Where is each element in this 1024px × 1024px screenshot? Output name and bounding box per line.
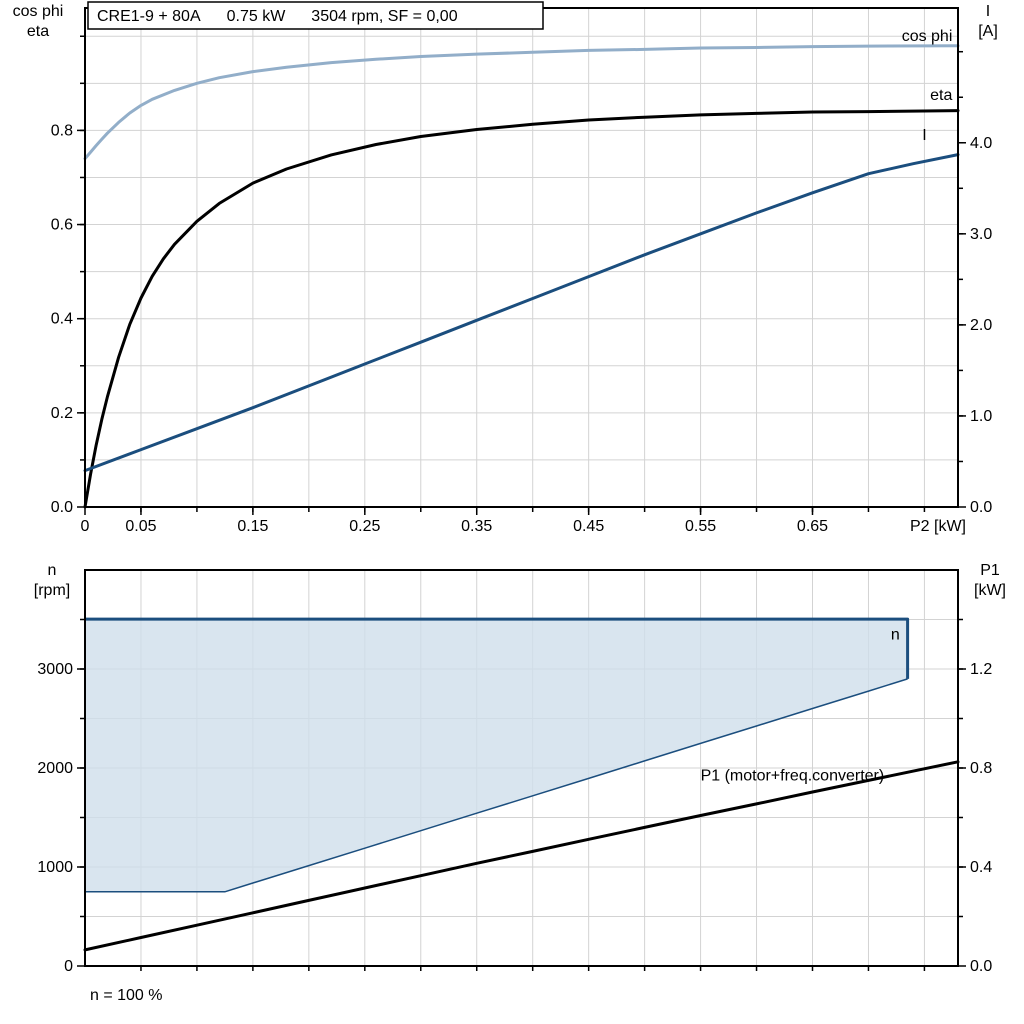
region-lower-boundary <box>85 678 908 893</box>
right-tick-label: 0.0 <box>970 499 992 516</box>
x-tick-label: 0.35 <box>461 518 492 535</box>
chart-title: CRE1-9 + 80A 0.75 kW 3504 rpm, SF = 0,00 <box>97 8 458 25</box>
left-tick-label: 1000 <box>37 859 73 876</box>
right-tick-label: 1.0 <box>970 408 992 425</box>
bottom-chart-speed-p1: n P1 (motor+freq.converter) 0 1000 2000 3000 0… <box>34 562 1006 1004</box>
footnote: n = 100 % <box>90 987 163 1004</box>
left-tick-label: 3000 <box>37 661 73 678</box>
gridlines <box>85 8 958 507</box>
x-tick-label: 0.65 <box>797 518 828 535</box>
chart-title-box <box>87 1 544 30</box>
right-axis-title: [kW] <box>974 582 1006 599</box>
series-label: I <box>922 127 926 144</box>
series-label: P1 (motor+freq.converter) <box>701 767 885 784</box>
axis-ticks <box>77 618 966 971</box>
left-axis-title: [rpm] <box>34 582 70 599</box>
x-tick-label: 0.55 <box>685 518 716 535</box>
right-tick-label: 1.2 <box>970 661 992 678</box>
region-upper-boundary <box>85 617 910 679</box>
series-eta <box>83 109 960 509</box>
series-p1-motor-freq-converter- <box>83 760 960 952</box>
axis-ticks <box>77 35 966 515</box>
left-tick-label: 0.4 <box>51 311 73 328</box>
left-tick-label: 0.2 <box>51 405 73 422</box>
right-tick-label: 0.0 <box>970 958 992 975</box>
x-tick-label: 0.25 <box>349 518 380 535</box>
series-i <box>83 153 960 473</box>
x-tick-label: 0.15 <box>237 518 268 535</box>
left-axis-title: cos phi <box>13 3 64 20</box>
series-label: eta <box>930 87 952 104</box>
x-tick-label: 0.05 <box>125 518 156 535</box>
series-label: cos phi <box>902 28 953 45</box>
right-tick-label: 4.0 <box>970 135 992 152</box>
right-tick-label: 0.4 <box>970 859 992 876</box>
right-tick-label: 3.0 <box>970 226 992 243</box>
left-tick-label: 0.6 <box>51 217 73 234</box>
x-axis-unit-label: P2 [kW] <box>910 518 966 535</box>
series-cos-phi <box>83 44 960 161</box>
left-tick-label: 2000 <box>37 760 73 777</box>
right-axis-title: [A] <box>978 23 998 40</box>
right-tick-label: 0.8 <box>970 760 992 777</box>
region-label: n <box>891 626 900 643</box>
left-axis-title: n <box>48 562 57 579</box>
left-tick-label: 0 <box>64 958 73 975</box>
operating-region <box>85 619 908 892</box>
top-chart-cosphi-eta-current: cos phi eta I 0 0.05 0.15 0.25 0.35 0.45 0.55 0.65… <box>13 1 998 535</box>
left-tick-label: 0.8 <box>51 122 73 139</box>
right-axis-title: P1 <box>980 562 1000 579</box>
x-tick-label: 0 <box>81 518 90 535</box>
right-axis-title: I <box>986 3 990 20</box>
left-tick-label: 0.0 <box>51 499 73 516</box>
left-axis-title: eta <box>27 23 49 40</box>
right-tick-label: 2.0 <box>970 317 992 334</box>
x-tick-label: 0.45 <box>573 518 604 535</box>
